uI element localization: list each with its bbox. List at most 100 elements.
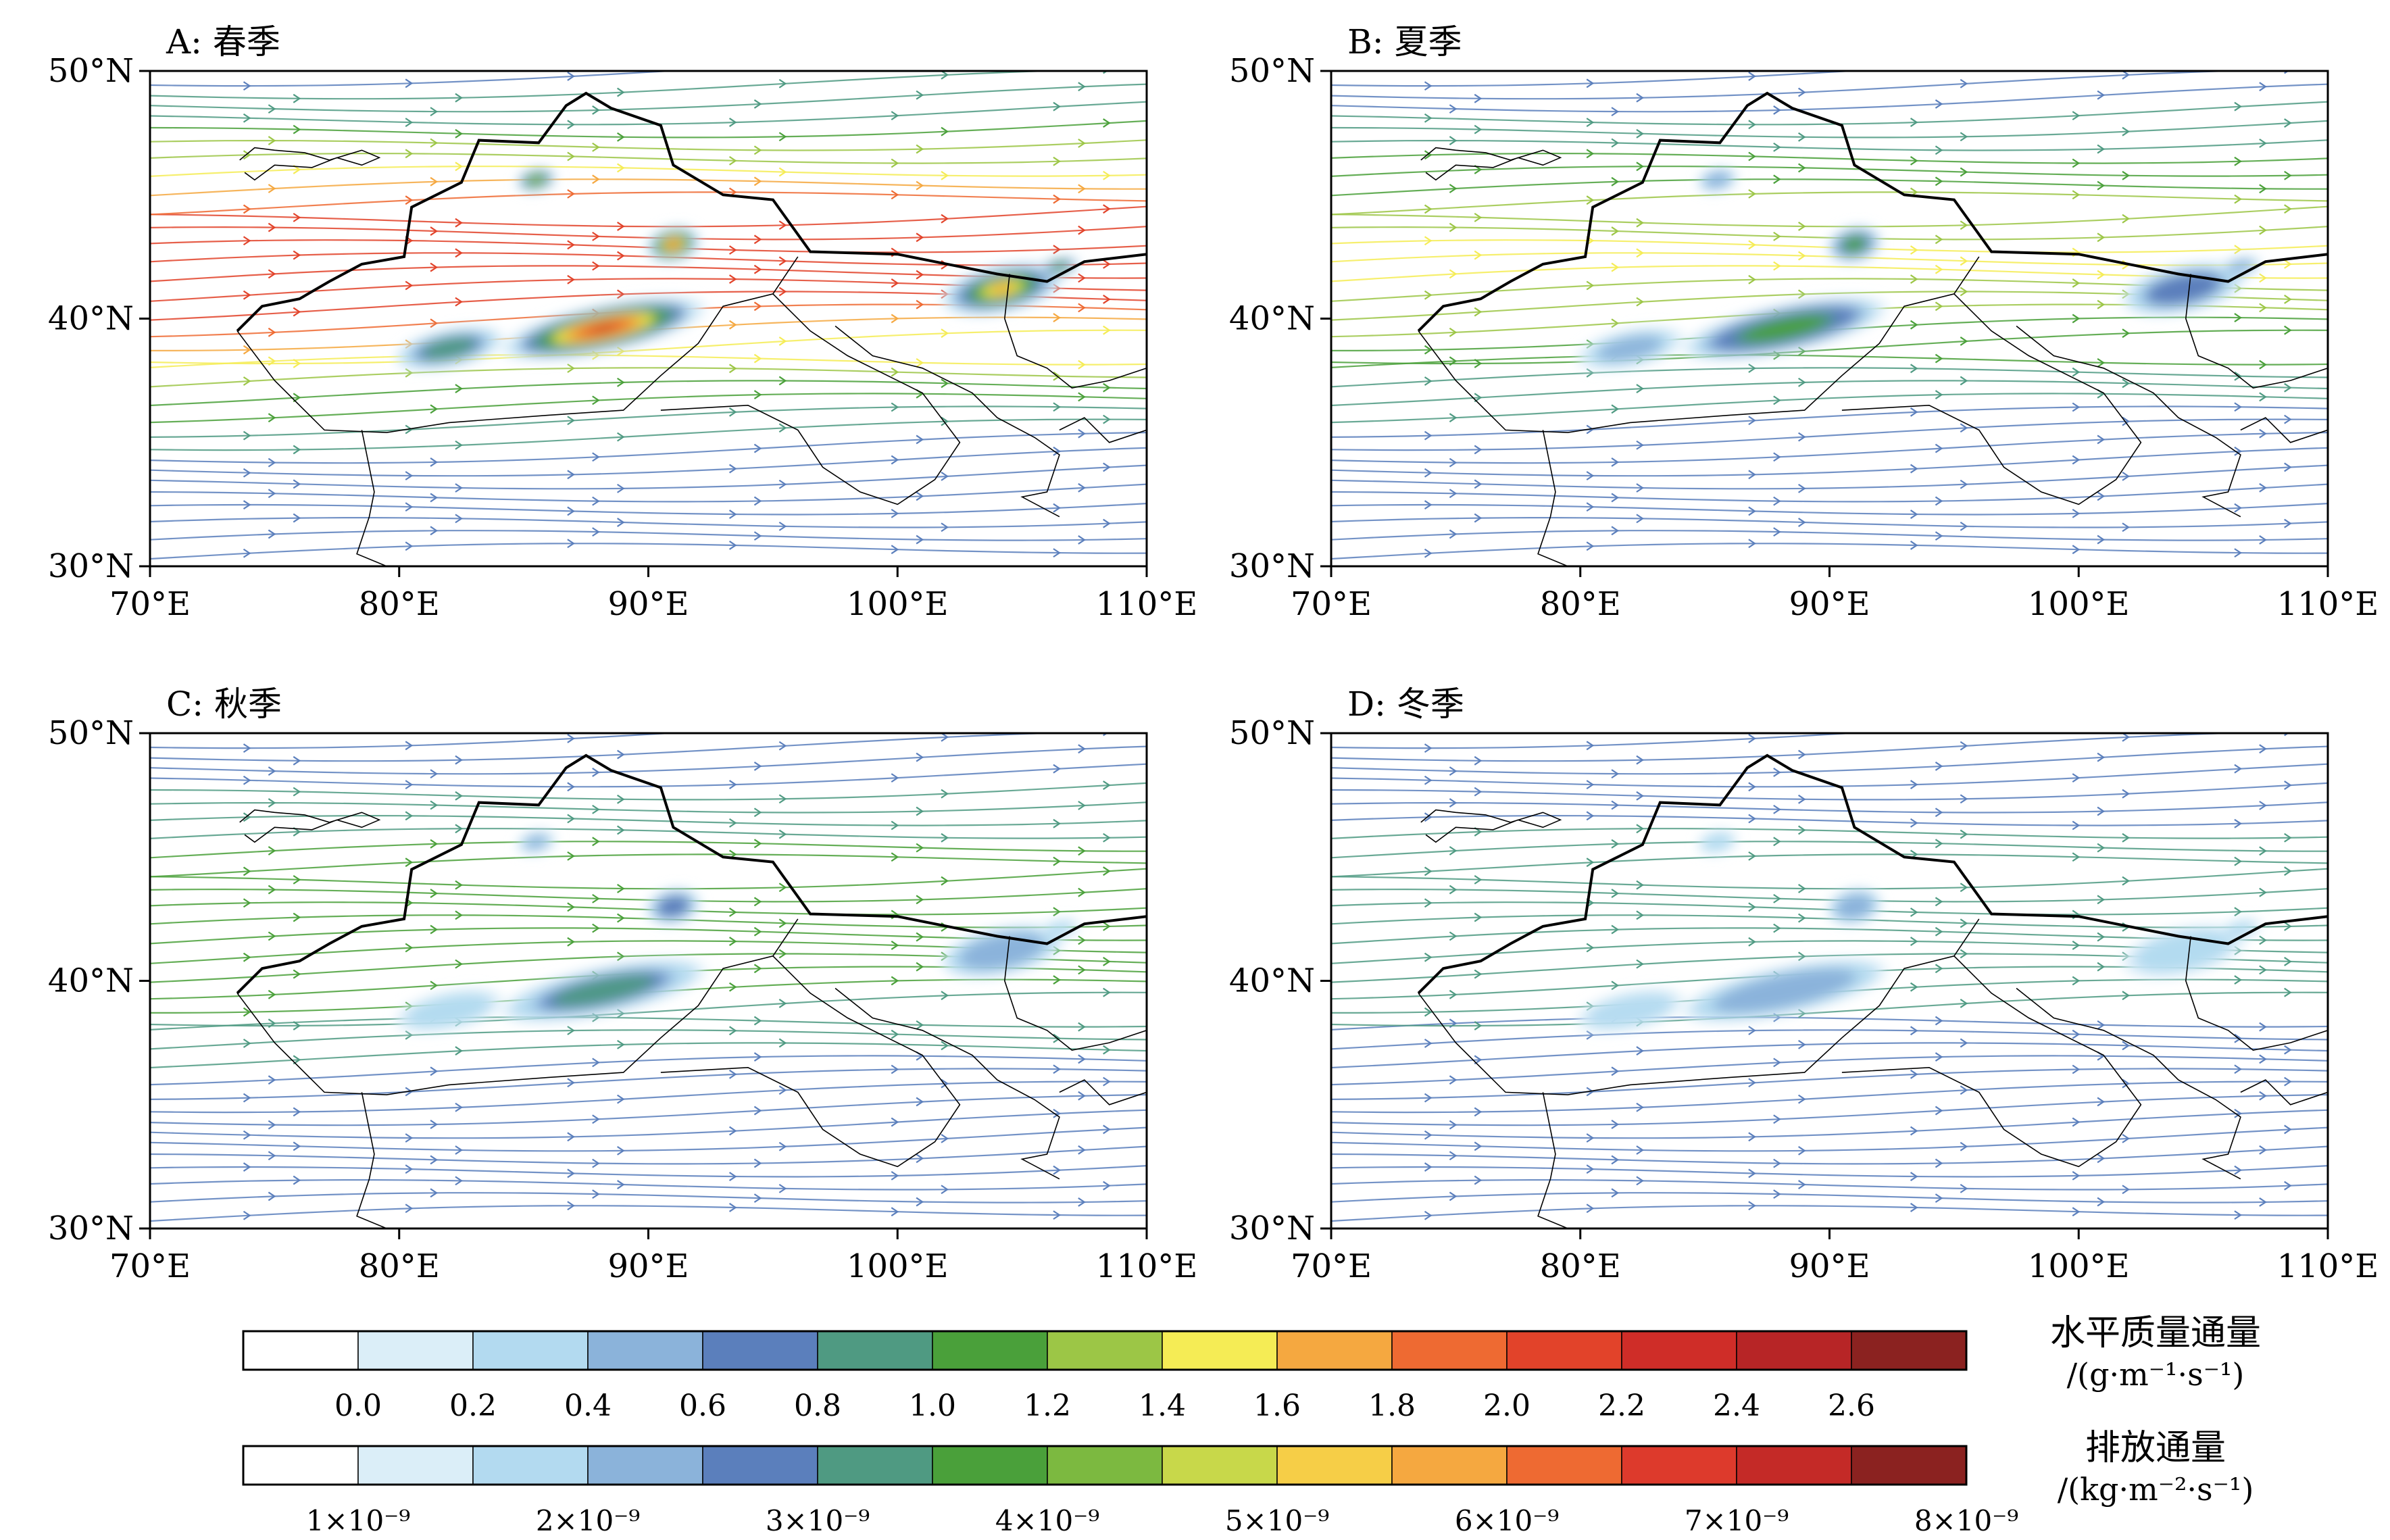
colorbar-title: 排放通量 (2085, 1428, 2226, 1468)
streamline (150, 1016, 1147, 1030)
streamline-arrow (1053, 1033, 1061, 1043)
streamline-arrow (1449, 457, 1458, 468)
streamline-arrow (1935, 1052, 1943, 1062)
streamline-arrow (1910, 274, 1918, 284)
y-tick-label: 50°N (1229, 52, 1315, 90)
streamline-arrow (405, 858, 414, 868)
streamline (150, 733, 1070, 762)
streamline-arrow (1910, 908, 1918, 917)
streamline-arrow (1611, 1066, 1620, 1076)
streamline-arrow (592, 1058, 600, 1068)
streamline-arrow (1798, 825, 1806, 835)
streamline-arrow (1798, 289, 1806, 299)
province-border (356, 430, 387, 566)
streamline-arrow (2259, 82, 2267, 92)
streamline (1331, 1081, 2328, 1114)
streamline-arrow (1935, 145, 1943, 155)
lake-outline (239, 147, 381, 181)
streamline (1331, 152, 2328, 164)
streamline-arrow (243, 345, 251, 355)
streamline-arrow (455, 162, 463, 172)
streamline-arrow (1611, 318, 1620, 328)
streamline-arrow (243, 500, 251, 510)
streamline-arrow (1449, 1151, 1458, 1161)
streamline-arrow (753, 301, 762, 312)
streamline (1331, 418, 2328, 451)
streamline-arrow (1449, 104, 1458, 114)
colorbar-swatch (1276, 1331, 1393, 1370)
streamline (1331, 733, 2251, 762)
streamline-arrow (567, 851, 575, 861)
streamline-arrow (1773, 1189, 1781, 1199)
streamline-arrow (1586, 502, 1595, 512)
streamline-arrow (1424, 1130, 1433, 1140)
streamline (1331, 1165, 2328, 1178)
streamline-arrow (430, 262, 439, 272)
streamline-arrow (891, 190, 899, 200)
streamline (1331, 178, 2328, 197)
streamline (150, 543, 1147, 560)
streamline-arrow (1474, 969, 1483, 979)
streamline (150, 178, 1147, 197)
streamline-arrow (916, 491, 924, 501)
streamline-arrow (268, 1191, 276, 1201)
streamline-arrow (1910, 510, 1918, 519)
x-tick-label: 90°E (1789, 585, 1870, 623)
y-tick-label: 50°N (1229, 714, 1315, 752)
streamline (1331, 205, 2328, 228)
streamline-arrow (1474, 787, 1483, 797)
streamline-arrow (1960, 337, 1968, 346)
streamline-arrow (1611, 404, 1620, 414)
streamline-arrow (243, 775, 251, 785)
streamline-arrow (1078, 428, 1086, 439)
streamline-arrow (1935, 264, 1943, 274)
streamline-arrow (2097, 491, 2106, 501)
streamline-arrow (1103, 325, 1111, 335)
streamline-arrow (2097, 434, 2106, 445)
streamline-arrow (1103, 295, 1111, 304)
streamline-arrow (243, 113, 251, 123)
streamline (150, 1055, 1147, 1086)
streamline-arrow (2284, 921, 2292, 931)
streamline-arrow (617, 951, 625, 962)
colorbar-tick-label: 8×10⁻⁹ (1914, 1504, 2018, 1537)
streamline-arrow (1053, 818, 1061, 828)
streamline-arrow (941, 991, 949, 1001)
streamline-arrow (1773, 837, 1781, 847)
streamline (1331, 354, 2328, 368)
streamline-arrow (2097, 895, 2106, 905)
streamline-arrow (1103, 866, 1111, 876)
streamline-arrow (1798, 377, 1806, 387)
streamline-arrow (455, 880, 463, 890)
streamline-arrow (728, 464, 737, 474)
streamline-arrow (1748, 937, 1756, 947)
streamline-arrow (567, 814, 575, 824)
streamline-arrow (891, 278, 899, 288)
streamline-arrow (941, 833, 949, 843)
streamline-arrow (1078, 535, 1086, 545)
streamline-arrow (753, 926, 762, 937)
streamline-arrow (891, 1029, 899, 1039)
streamline-arrow (941, 328, 949, 339)
streamline-arrow (1078, 1091, 1086, 1101)
streamline-arrow (1773, 1114, 1781, 1124)
streamline-arrow (1798, 1039, 1806, 1049)
streamline-arrow (405, 368, 414, 378)
streamline-arrow (728, 982, 737, 992)
colorbar-tick-label: 6×10⁻⁹ (1455, 1504, 1559, 1537)
streamline-arrow (1910, 780, 1918, 789)
streamline-arrow (753, 1158, 762, 1168)
streamline-arrow (2122, 471, 2130, 481)
streamline-arrow (1078, 392, 1086, 402)
streamline-arrow (1798, 794, 1806, 804)
colorbar-swatch (1506, 1445, 1622, 1485)
streamline-arrow (1798, 884, 1806, 893)
colorbar-tick-label: 1.4 (1139, 1389, 1186, 1423)
streamline-arrow (567, 364, 575, 373)
streamline-arrow (2122, 328, 2130, 339)
streamline-arrow (268, 136, 276, 145)
streamline (150, 868, 1147, 890)
streamline-arrow (1053, 714, 1060, 722)
streamline (1331, 464, 2328, 490)
streamline (1331, 733, 1864, 749)
